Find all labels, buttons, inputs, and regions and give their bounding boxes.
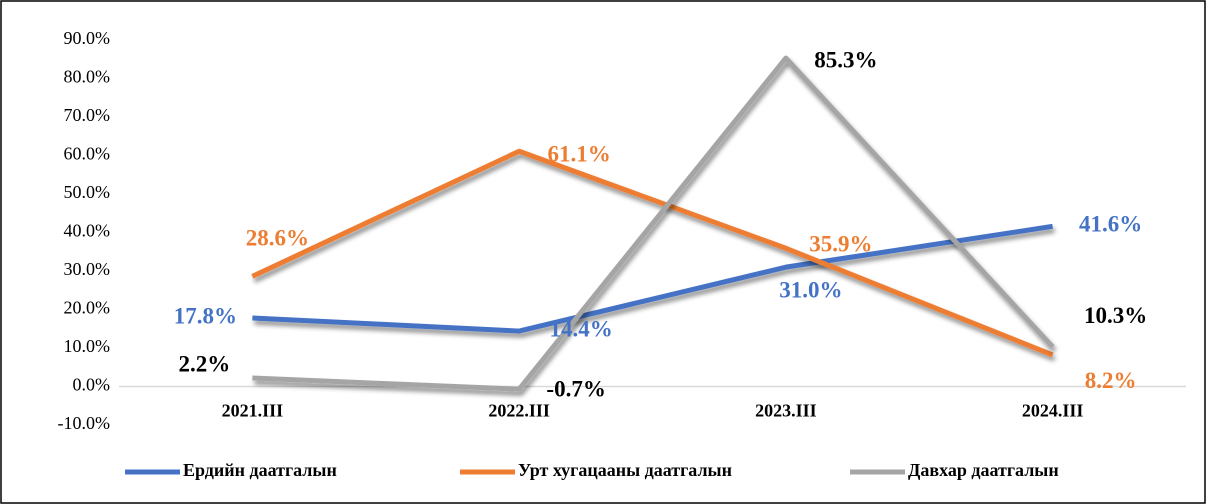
- data-label: 35.9%: [809, 232, 872, 257]
- y-tick-label: 20.0%: [64, 298, 111, 318]
- series-line: [251, 148, 1054, 358]
- data-label: 17.8%: [174, 303, 237, 328]
- y-tick-label: 0.0%: [73, 375, 111, 395]
- data-label: 2.2%: [179, 351, 231, 376]
- y-tick-label: 50.0%: [64, 182, 111, 202]
- data-label: 85.3%: [814, 47, 877, 72]
- x-tick-label: 2022.III: [488, 401, 550, 421]
- data-label: 10.3%: [1084, 303, 1147, 328]
- data-label: 28.6%: [246, 226, 309, 251]
- x-tick-label: 2021.III: [222, 401, 284, 421]
- legend-label: Ердийн даатгалын: [183, 460, 337, 480]
- legend-label: Давхар даатгалын: [908, 460, 1059, 480]
- y-tick-label: 30.0%: [64, 259, 111, 279]
- legend-label: Урт хугацааны даатгалын: [518, 460, 732, 480]
- data-label: 41.6%: [1079, 212, 1142, 237]
- y-tick-label: 60.0%: [64, 144, 111, 164]
- y-tick-label: -10.0%: [58, 413, 111, 433]
- y-tick-label: 70.0%: [64, 105, 111, 125]
- y-tick-label: 90.0%: [64, 28, 111, 48]
- data-label: -0.7%: [546, 376, 605, 401]
- y-tick-label: 10.0%: [64, 336, 111, 356]
- data-label: 61.1%: [548, 142, 611, 167]
- x-tick-label: 2023.III: [755, 401, 817, 421]
- y-tick-label: 80.0%: [64, 67, 111, 87]
- x-tick-label: 2024.III: [1022, 401, 1084, 421]
- series-line: [252, 55, 1055, 392]
- series-line: [252, 223, 1054, 334]
- y-tick-label: 40.0%: [64, 221, 111, 241]
- data-label: 8.2%: [1085, 368, 1137, 393]
- data-label: 31.0%: [779, 277, 842, 302]
- data-label: 14.4%: [550, 316, 613, 341]
